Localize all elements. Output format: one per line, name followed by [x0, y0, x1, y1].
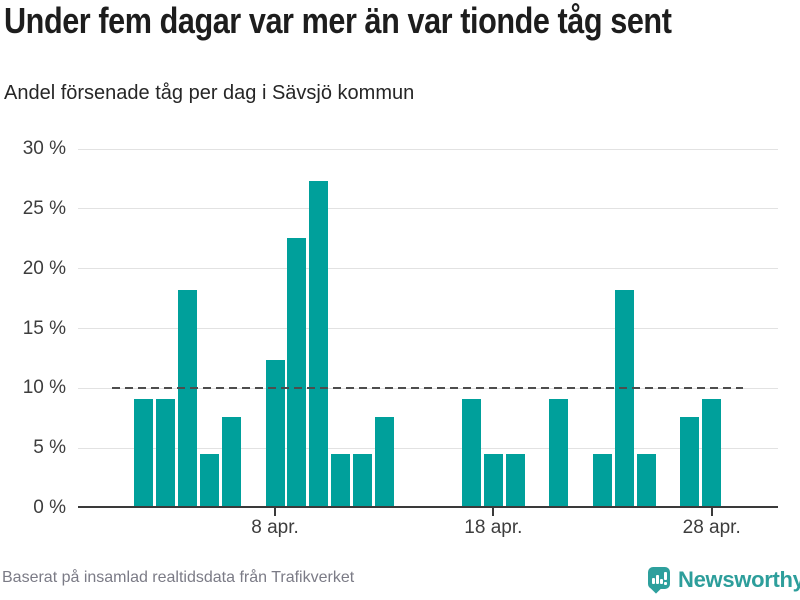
x-tick-label: 8 apr. [251, 517, 299, 538]
bar [702, 399, 722, 508]
bar [462, 399, 481, 508]
y-tick-label: 25 % [22, 197, 66, 219]
y-tick-label: 0 % [33, 497, 66, 518]
y-tick-label: 15 % [22, 317, 66, 339]
reference-line-10pct [111, 387, 744, 390]
bar [331, 454, 350, 508]
y-tick-label: 30 % [22, 138, 66, 159]
gridline [78, 268, 778, 270]
y-tick-label: 10 % [22, 377, 66, 399]
gridline [78, 328, 778, 329]
bar [680, 417, 700, 508]
bar [265, 359, 285, 508]
bar [614, 290, 634, 508]
newsworthy-wordmark: Newsworthy [678, 567, 800, 592]
x-tick-label: 18 apr. [464, 517, 523, 538]
gridline [78, 208, 778, 210]
bar [156, 399, 176, 508]
y-tick-label: 20 % [22, 257, 66, 279]
x-axis-tick [274, 508, 276, 516]
bar [374, 417, 394, 508]
x-axis-labels: 8 apr. 18 apr. 28 apr. [78, 517, 778, 541]
y-tick-label: 5 % [33, 437, 66, 459]
gridline [78, 447, 778, 449]
bar [505, 454, 525, 508]
bar [636, 454, 656, 508]
x-axis-baseline [78, 506, 778, 508]
x-tick-label: 28 apr. [682, 517, 741, 538]
bar-chart-speech-bubble-icon [648, 567, 670, 594]
bar [593, 454, 613, 508]
x-axis-tick [710, 508, 713, 516]
bar [309, 181, 329, 508]
y-axis-labels: 0 % 5 % 10 % 15 % 20 % 25 % 30 % [0, 138, 66, 518]
x-axis-tick [492, 508, 495, 516]
chart-subtitle: Andel försenade tåg per dag i Sävsjö kom… [4, 82, 415, 104]
bar [549, 399, 569, 508]
bar [178, 290, 198, 508]
bar [483, 454, 503, 508]
bar [287, 237, 307, 508]
chart-area [78, 148, 778, 516]
gridline [78, 148, 778, 150]
bar [221, 417, 241, 508]
bar [352, 454, 372, 508]
bar [134, 399, 154, 508]
page-title: Under fem dagar var mer än var tionde tå… [4, 0, 672, 41]
bar [199, 454, 219, 508]
source-note: Baserat på insamlad realtidsdata från Tr… [2, 569, 355, 586]
